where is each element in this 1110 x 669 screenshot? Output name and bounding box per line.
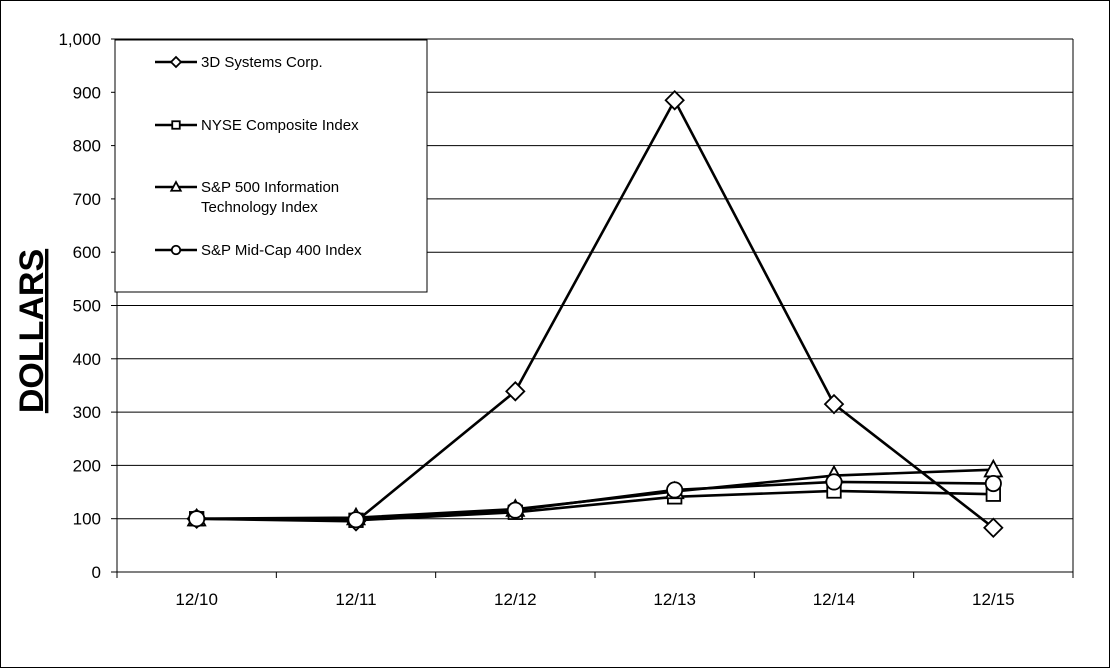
data-point-circle (666, 481, 684, 499)
series-line (196, 489, 994, 522)
data-point-circle (347, 511, 365, 529)
legend-marker-circle (170, 244, 182, 256)
data-point-triangle (983, 458, 1004, 478)
data-point-circle (506, 501, 524, 519)
x-tick-label: 12/11 (335, 590, 376, 609)
legend-label: NYSE Composite Index (201, 117, 359, 134)
y-tick-label: 900 (73, 83, 101, 102)
y-tick-label: 1,000 (58, 30, 101, 49)
y-tick-label: 0 (92, 563, 101, 582)
legend-marker-triangle (169, 180, 183, 192)
y-tick-label: 800 (73, 137, 101, 156)
data-point-diamond (823, 393, 845, 415)
legend-item-nyse-composite: NYSE Composite Index (155, 117, 359, 134)
legend-label: 3D Systems Corp. (201, 54, 323, 71)
data-point-circle (984, 474, 1002, 493)
legend-item-sp500-it: S&P 500 Information Technology Index (155, 179, 339, 216)
legend-item-sp-midcap-400: S&P Mid-Cap 400 Index (155, 242, 362, 259)
data-point-circle (188, 510, 206, 528)
y-tick-label: 700 (73, 190, 101, 209)
legend-label: S&P Mid-Cap 400 Index (201, 242, 362, 259)
legend: 3D Systems Corp. NYSE Composite Index S&P … (114, 39, 428, 293)
legend-label: Technology Index (201, 199, 318, 216)
data-point-diamond (664, 90, 685, 111)
legend-marker-square (171, 120, 181, 130)
legend-marker-diamond (169, 55, 183, 69)
x-tick-label: 12/13 (653, 590, 696, 609)
x-tick-label: 12/12 (494, 590, 537, 609)
y-tick-label: 200 (73, 456, 101, 475)
series-line (196, 468, 994, 520)
y-tick-labels: 0 100 200 300 400 500 600 700 800 900 1,000 (58, 30, 101, 582)
data-point-circle (825, 473, 843, 491)
y-tick-label: 600 (73, 243, 101, 262)
series-sp-midcap-400 (188, 473, 1002, 529)
x-tick-label: 12/14 (813, 590, 856, 609)
data-point-diamond (983, 517, 1004, 539)
series-line (196, 480, 994, 522)
x-tick-label: 12/15 (972, 590, 1015, 609)
x-tick-label: 12/10 (175, 590, 218, 609)
legend-box (114, 39, 428, 293)
x-tick-labels: 12/10 12/11 12/12 12/13 12/14 12/15 (175, 590, 1014, 609)
legend-item-3d-systems: 3D Systems Corp. (155, 54, 323, 71)
y-tick-label: 300 (73, 403, 101, 422)
data-point-diamond (505, 381, 526, 402)
y-axis-label: DOLLARS (13, 249, 51, 413)
y-tick-label: 100 (73, 510, 101, 529)
series-lines (186, 90, 1004, 539)
legend-label: S&P 500 Information (201, 179, 339, 196)
y-tick-label: 500 (73, 297, 101, 316)
y-tick-label: 400 (73, 350, 101, 369)
